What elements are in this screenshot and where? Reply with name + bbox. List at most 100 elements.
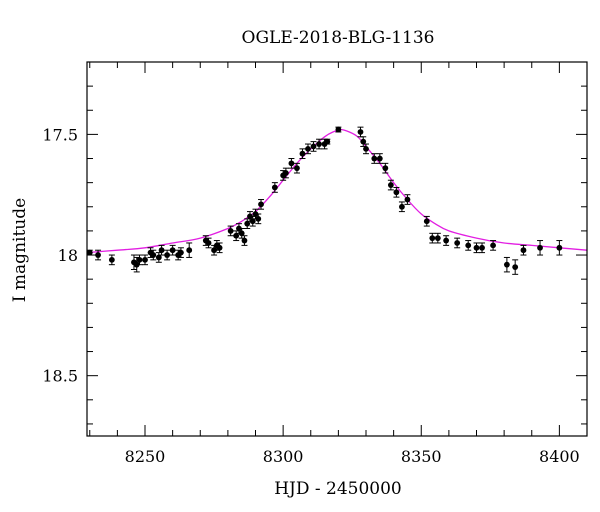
x-tick-label: 8400 [539,447,580,466]
data-point [423,215,430,227]
data-marker [241,237,248,244]
data-point [363,143,370,155]
data-marker [429,235,436,242]
data-marker [454,240,461,246]
model-curve-layer [86,128,588,254]
data-marker [136,256,143,263]
data-point [503,256,510,273]
data-marker [86,249,93,256]
data-point [95,249,102,261]
data-points-layer [86,126,563,275]
data-point [556,240,563,256]
data-point [393,186,400,198]
data-point [304,143,311,155]
data-marker [227,228,234,234]
data-marker [178,249,184,256]
y-tick-label: 17.5 [42,125,78,144]
data-marker [142,256,148,263]
data-marker [404,196,411,203]
data-marker [294,165,300,172]
y-axis-label: I magnitude [10,198,30,302]
data-marker [376,155,383,162]
data-point [233,230,240,242]
data-marker [490,242,496,249]
y-tick-labels: 17.5 18 18.5 [42,125,78,385]
data-marker [556,244,563,251]
data-marker [169,247,176,254]
data-marker [258,201,264,208]
data-point [255,213,262,225]
data-point [136,254,143,266]
x-tick-label: 8350 [401,447,442,466]
data-point [537,240,544,256]
data-marker [282,170,289,176]
x-axis-label: HJD - 2450000 [274,479,402,499]
data-marker [271,184,278,191]
data-marker [434,235,441,242]
data-marker [316,141,322,147]
data-point [142,254,149,266]
data-point [398,201,405,213]
data-marker [473,244,480,251]
x-tick-label: 8300 [263,447,304,466]
data-marker [503,261,510,268]
data-point [324,138,331,145]
data-point [310,141,317,152]
data-point [271,182,278,193]
data-marker [363,145,369,152]
data-point [258,199,265,210]
data-point [376,153,383,164]
data-marker [238,230,245,237]
data-point [512,259,519,275]
data-point [335,126,342,133]
data-marker [216,244,223,251]
data-point [429,232,436,244]
data-marker [371,155,378,162]
axis-ticks [87,61,588,436]
data-point [158,244,165,256]
data-marker [357,129,364,135]
data-marker [310,143,317,150]
data-marker [288,160,295,167]
x-tick-labels: 8250 8300 8350 8400 [125,447,580,466]
data-marker [335,126,342,133]
data-point [434,232,441,244]
data-point [357,126,364,138]
data-point [227,225,234,237]
data-marker [512,264,519,270]
y-tick-label: 18.5 [42,367,78,386]
data-point [186,242,193,258]
data-point [293,162,300,174]
data-point [282,167,289,179]
data-marker [382,165,389,172]
data-point [205,237,212,249]
data-point [244,218,251,229]
plot-frame [86,61,588,437]
data-marker [249,218,256,225]
data-point [108,254,115,266]
data-point [382,162,389,174]
data-marker [324,138,331,145]
data-point [288,158,295,169]
data-point [473,242,480,254]
data-point [150,249,157,261]
data-marker [150,252,157,258]
data-marker [360,138,367,145]
data-marker [158,247,165,254]
data-marker [244,220,251,227]
data-marker [520,247,527,254]
data-point [216,242,223,254]
data-point [299,148,306,160]
data-point [404,194,411,205]
data-marker [393,189,400,196]
data-marker [399,203,405,210]
data-marker [255,215,262,222]
data-point [465,240,472,251]
data-marker [95,252,101,258]
y-tick-label: 18 [58,246,78,265]
data-point [490,240,497,251]
x-tick-label: 8250 [125,447,166,466]
data-point [169,244,176,256]
data-marker [205,240,212,246]
